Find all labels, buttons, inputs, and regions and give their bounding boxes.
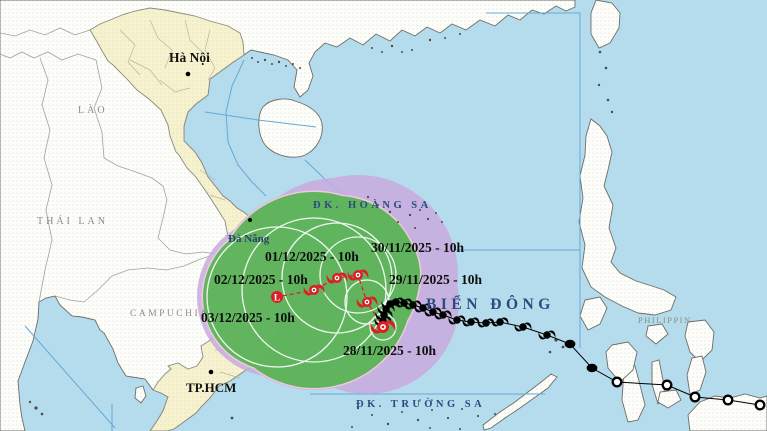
island-panay [605, 341, 638, 383]
danang-label: Đà Nẵng [228, 233, 270, 245]
date-label-30-11: 30/11/2025 - 10h [371, 240, 465, 255]
date-label-29-11: 29/11/2025 - 10h [389, 272, 483, 287]
island-negros [621, 365, 646, 423]
island-samar [684, 319, 715, 363]
island-taiwan [590, 0, 621, 49]
thailand-label: THÁI LAN [37, 215, 108, 227]
hcm-city-dot [208, 369, 214, 375]
island-hainan [258, 98, 323, 158]
east-sea-label: BIỂN ĐÔNG [426, 295, 555, 313]
spratly-sea-label: ĐK. TRƯỜNG SA [356, 398, 485, 410]
philippines-label: PHILIPPIN [638, 315, 692, 325]
storm-track-markers: L [271, 269, 766, 411]
paracel-sea-label: ĐK. HOÀNG SA [313, 199, 432, 211]
hcm-label: TP.HCM [186, 380, 236, 395]
date-label-01-12: 01/12/2025 - 10h [265, 249, 359, 264]
danang-city-dot [248, 218, 252, 222]
hanoi-label: Hà Nội [169, 50, 210, 65]
country-borders [0, 27, 235, 303]
cambodia-label: CAMPUCHIA [130, 309, 210, 319]
island-masbate [645, 323, 669, 345]
laos-label: LÀO [78, 104, 108, 116]
island-palawan [482, 373, 558, 431]
island-leyte [686, 355, 707, 395]
date-label-current: 28/11/2025 - 10h [343, 343, 437, 358]
date-label-03-12: 03/12/2025 - 10h [201, 310, 295, 325]
date-label-02-12: 02/12/2025 - 10h [214, 272, 308, 287]
island-bohol [657, 389, 682, 409]
islands [134, 0, 767, 431]
probability-circles [206, 217, 397, 368]
island-specks [28, 33, 614, 430]
low-pressure-symbol: L [274, 293, 280, 303]
island-phuquoc [134, 385, 147, 404]
hanoi-city-dot [185, 71, 191, 77]
